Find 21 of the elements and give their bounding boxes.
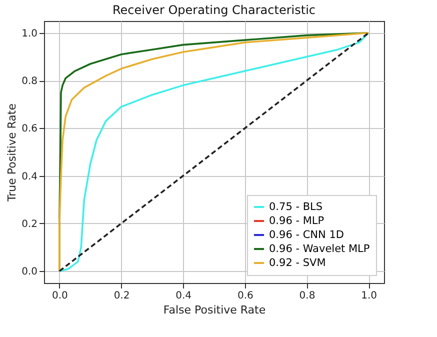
legend-label: 0.92 - SVM	[269, 257, 326, 269]
y-tick-label: 1.0	[22, 28, 38, 40]
x-tick-label: 0.6	[237, 290, 254, 302]
x-axis-title: False Positive Rate	[163, 304, 266, 316]
chart-title: Receiver Operating Characteristic	[112, 3, 316, 17]
legend-label: 0.96 - CNN 1D	[269, 229, 344, 241]
legend-label: 0.96 - MLP	[269, 215, 324, 227]
x-tick-label: 0.4	[176, 290, 192, 302]
x-tick-label: 1.0	[361, 290, 377, 302]
y-axis-title: True Positive Rate	[6, 103, 19, 202]
x-tick-label: 0.2	[114, 290, 130, 302]
x-tick-label: 0.8	[299, 290, 316, 302]
line-series	[58, 32, 370, 272]
y-tick-label: 0.6	[22, 124, 38, 135]
x-tick-label: 0.0	[52, 290, 68, 302]
y-tick-label: 0.0	[22, 266, 38, 278]
legend-label: 0.96 - Wavelet MLP	[269, 243, 370, 255]
y-tick-label: 0.2	[22, 218, 38, 230]
y-tick-label: 0.8	[22, 76, 38, 88]
y-tick-label: 0.4	[22, 171, 38, 182]
legend-label: 0.75 - BLS	[269, 201, 323, 213]
